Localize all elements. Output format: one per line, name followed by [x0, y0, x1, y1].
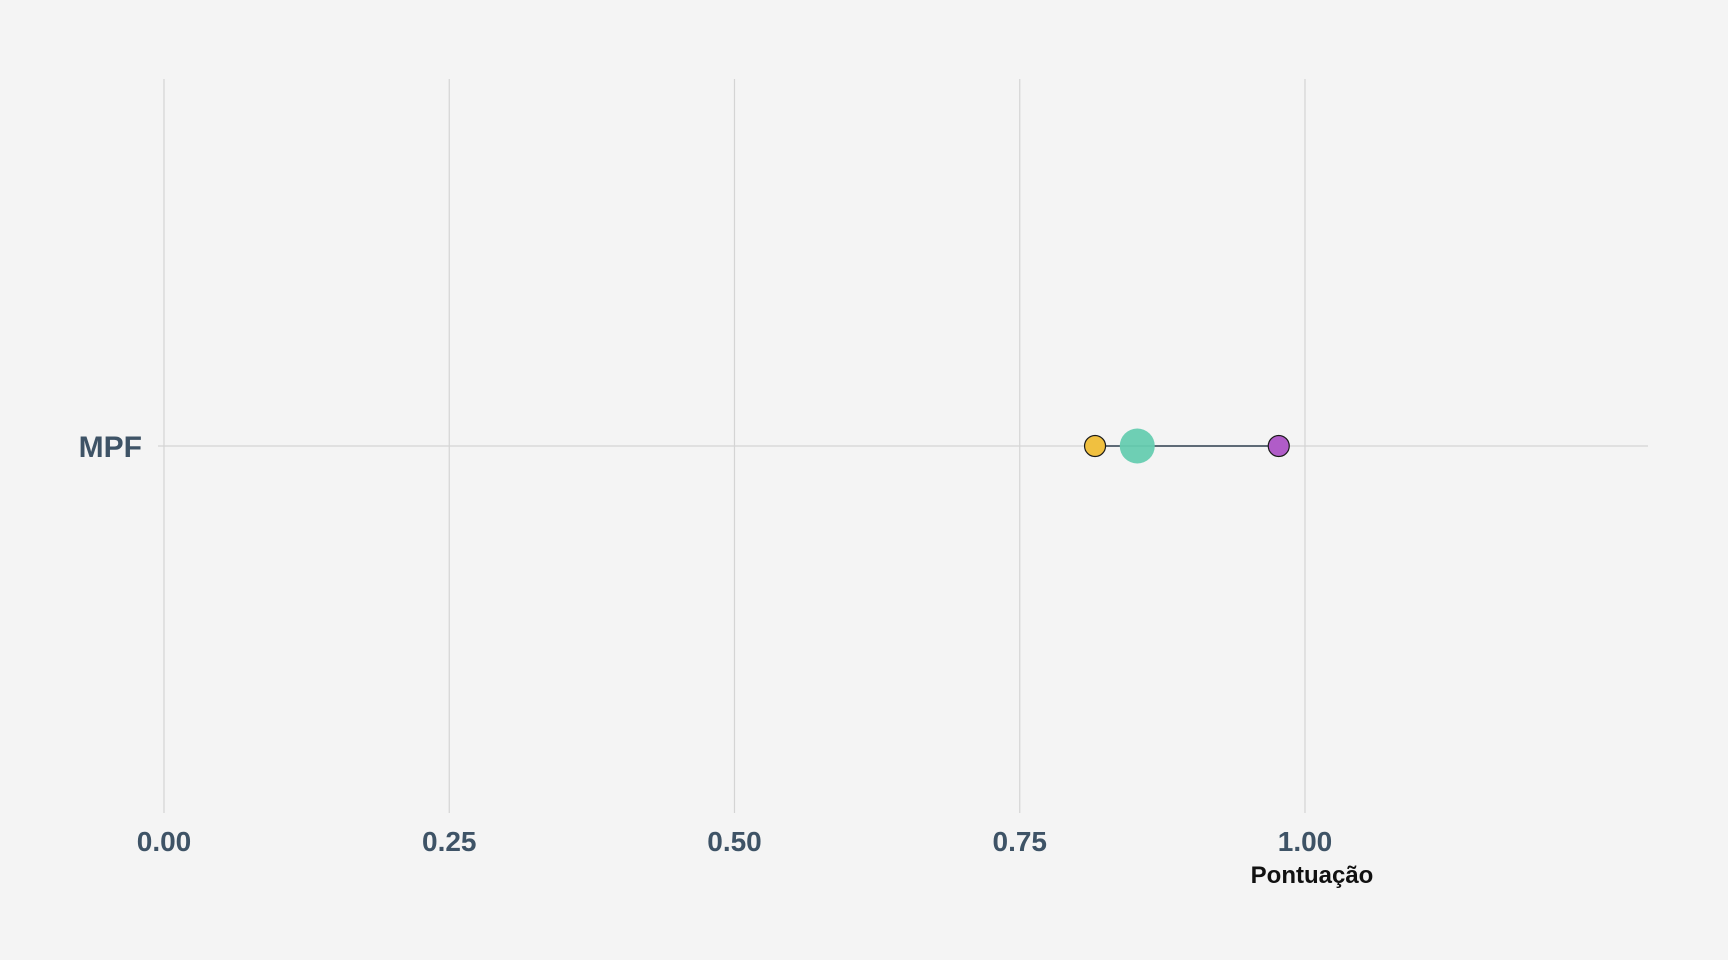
- x-tick-label: 0.75: [993, 826, 1048, 857]
- y-category-label: MPF: [79, 431, 142, 464]
- x-tick-label: 0.00: [137, 826, 192, 857]
- data-point: [1267, 434, 1290, 458]
- y-category-labels: MPF: [79, 431, 142, 464]
- data-point: [1119, 428, 1155, 464]
- grid-layer: [158, 79, 1648, 813]
- data-point: [1083, 434, 1107, 458]
- x-axis-title: Pontuação: [1251, 862, 1374, 889]
- x-tick-label: 0.25: [422, 826, 477, 857]
- x-tick-label: 0.50: [707, 826, 762, 857]
- points-layer: [1083, 428, 1290, 464]
- x-tick-label: 1.00: [1278, 826, 1333, 857]
- x-tick-labels: 0.00 0.25 0.50 0.75 1.00: [137, 826, 1333, 857]
